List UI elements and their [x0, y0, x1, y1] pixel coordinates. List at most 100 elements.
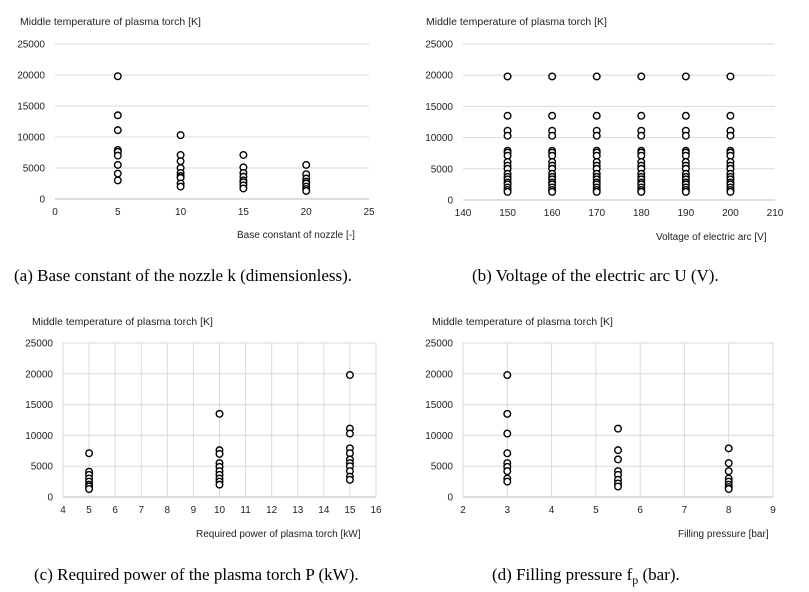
panel-d-data-point: [614, 424, 623, 433]
panel-d-xtick-label: 6: [637, 505, 643, 516]
panel-b-data-point: [726, 131, 735, 140]
panel-d-xtick-label: 2: [460, 505, 466, 516]
panel-b-xtick-label: 160: [544, 208, 561, 219]
panel-d-xtick-label: 5: [593, 505, 599, 516]
panel-a-ytick-label: 0: [39, 195, 45, 206]
panel-a-data-point: [302, 186, 311, 195]
panel-b-ytick-label: 25000: [425, 40, 453, 51]
panel-a-data-point: [113, 111, 122, 120]
panel-d-data-point: [503, 429, 512, 438]
panel-b-data-point: [726, 187, 735, 196]
panel-d-points: [503, 371, 733, 493]
panel-b-data-point: [548, 111, 557, 120]
panel-b-ticks: 0 5000 10000 15000 20000 25000 140 150 160 170 180…: [425, 40, 784, 220]
panel-a-grid: [55, 43, 369, 200]
panel-b-xtick-label: 180: [633, 208, 650, 219]
panel-d-caption-sub: p: [632, 573, 638, 587]
panel-d-data-point: [503, 409, 512, 418]
panel-c-xtick-label: 16: [370, 505, 382, 516]
panel-a-xtick-label: 0: [52, 207, 58, 218]
panel-b: Middle temperature of plasma torch [K] 0…: [425, 16, 784, 285]
panel-c-xtick-label: 5: [86, 505, 92, 516]
panel-a-data-point: [176, 131, 185, 140]
panel-b-xtick-label: 170: [588, 208, 605, 219]
panel-a-data-point: [176, 157, 185, 166]
panel-a-ytick-label: 15000: [17, 102, 45, 113]
panel-a-data-point: [113, 126, 122, 135]
panel-d-ytick-label: 20000: [425, 369, 453, 380]
panel-d-ytick-label: 10000: [425, 431, 453, 442]
panel-b-xtick-label: 140: [455, 208, 472, 219]
panel-b-data-point: [681, 131, 690, 140]
panel-c-data-point: [215, 480, 224, 489]
panel-b-data-point: [548, 187, 557, 196]
panel-b-xtick-label: 200: [722, 208, 739, 219]
panel-c-data-point: [85, 484, 94, 493]
panel-c-xtick-label: 15: [344, 505, 356, 516]
panel-c-ylabel: Middle temperature of plasma torch [K]: [32, 316, 213, 328]
panel-d-data-point: [503, 371, 512, 380]
panel-b-caption: (b) Voltage of the electric arc U (V).: [472, 266, 719, 285]
panel-c-data-point: [215, 409, 224, 418]
panel-a-xtick-label: 15: [238, 207, 250, 218]
panel-a-ticks: 0 5000 10000 15000 20000 25000 0 5 10 15 20 25: [17, 40, 375, 219]
panel-a-ylabel: Middle temperature of plasma torch [K]: [20, 16, 201, 28]
panel-d-data-point: [724, 444, 733, 453]
panel-c-ytick-label: 20000: [25, 369, 53, 380]
panel-a-ytick-label: 20000: [17, 71, 45, 82]
panel-d-xtick-label: 8: [726, 505, 732, 516]
panel-d-xtick-label: 7: [682, 505, 688, 516]
panel-b-ytick-label: 5000: [431, 164, 454, 175]
panel-b-data-point: [548, 131, 557, 140]
panel-d-data-point: [724, 467, 733, 476]
panel-b-ytick-label: 20000: [425, 71, 453, 82]
panel-d-data-point: [614, 446, 623, 455]
panel-a-data-point: [113, 72, 122, 81]
panel-b-data-point: [681, 187, 690, 196]
panel-b-points: [503, 72, 735, 196]
panel-d-ytick-label: 25000: [425, 339, 453, 350]
panel-d-grid: [462, 342, 774, 498]
panel-d-data-point: [724, 459, 733, 468]
panel-d-data-point: [614, 482, 623, 491]
panel-a-xlabel: Base constant of nozzle [-]: [237, 230, 355, 241]
panel-d-xlabel: Filling pressure [bar]: [678, 529, 769, 540]
panel-b-data-point: [548, 72, 557, 81]
panel-c-xtick-label: 4: [60, 505, 66, 516]
panel-a-data-point: [113, 151, 122, 160]
panel-a-data-point: [176, 182, 185, 191]
panel-c-data-point: [85, 449, 94, 458]
panel-d-caption: (d) Filling pressure fp (bar).: [492, 565, 680, 587]
panel-a-ytick-label: 25000: [17, 40, 45, 51]
panel-b-xlabel: Voltage of electric arc [V]: [656, 232, 767, 243]
panel-d-data-point: [724, 484, 733, 493]
panel-c-xtick-label: 11: [240, 505, 251, 516]
panel-c-xtick-label: 14: [318, 505, 330, 516]
panel-a-ytick-label: 5000: [23, 164, 46, 175]
panel-a-ytick-label: 10000: [17, 133, 45, 144]
panel-a-data-point: [113, 169, 122, 178]
panel-c-ytick-label: 15000: [25, 400, 53, 411]
panel-a-xtick-label: 5: [115, 207, 121, 218]
panel-c-xtick-label: 9: [191, 505, 197, 516]
panel-d-data-point: [503, 477, 512, 486]
panel-d-ytick-label: 15000: [425, 400, 453, 411]
panel-c-data-point: [345, 429, 354, 438]
panel-d-ylabel: Middle temperature of plasma torch [K]: [432, 316, 613, 328]
panel-c-data-point: [345, 475, 354, 484]
panel-b-data-point: [503, 72, 512, 81]
panel-b-data-point: [592, 131, 601, 140]
panel-b-ytick-label: 10000: [425, 133, 453, 144]
panel-b-data-point: [592, 72, 601, 81]
panel-a-data-point: [239, 150, 248, 159]
panel-b-data-point: [503, 187, 512, 196]
panel-a-xtick-label: 20: [301, 207, 313, 218]
panel-b-xtick-label: 150: [499, 208, 516, 219]
panel-b-data-point: [637, 187, 646, 196]
panel-b-data-point: [503, 111, 512, 120]
panel-a-caption: (a) Base constant of the nozzle k (dimen…: [14, 266, 352, 285]
panel-d-ytick-label: 0: [447, 493, 453, 504]
panel-d-caption-main: (d) Filling pressure f: [492, 565, 633, 584]
panel-d: Middle temperature of plasma torch [K] 0…: [425, 316, 776, 587]
